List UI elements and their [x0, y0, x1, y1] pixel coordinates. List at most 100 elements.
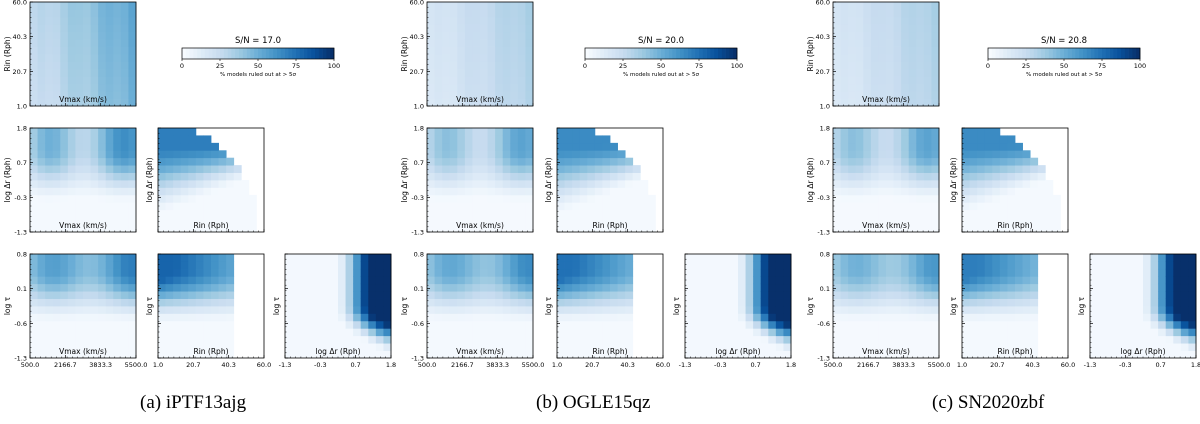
heatmap-cell	[1135, 276, 1144, 285]
heatmap-cell	[878, 150, 887, 159]
heatmap-cell	[783, 283, 792, 292]
heatmap-cell	[931, 24, 940, 33]
heatmap-cell	[625, 335, 634, 344]
heatmap-cell	[434, 313, 443, 322]
heatmap-cell	[464, 142, 473, 151]
heatmap-cell	[878, 306, 887, 314]
heatmap-cell	[999, 335, 1008, 344]
heatmap-cell	[517, 187, 526, 196]
heatmap-cell	[248, 224, 257, 233]
heatmap-cell	[158, 254, 166, 262]
heatmap-cell	[292, 328, 301, 337]
heatmap-cell	[195, 335, 204, 344]
heatmap-cell	[128, 54, 137, 62]
heatmap-cell	[870, 98, 879, 107]
heatmap-cell	[1045, 180, 1054, 188]
heatmap-cell	[1090, 306, 1098, 314]
heatmap-cell	[128, 180, 137, 188]
heatmap-cell	[113, 224, 122, 233]
heatmap-cell	[962, 335, 970, 344]
heatmap-cell	[37, 98, 46, 107]
heatmap-cell	[90, 135, 99, 144]
heatmap-cell	[878, 187, 887, 196]
heatmap-cell	[188, 209, 197, 218]
heatmap-cell	[610, 320, 618, 329]
heatmap-cell	[1015, 194, 1023, 203]
heatmap-cell	[375, 283, 384, 292]
heatmap-cell	[90, 291, 99, 299]
heatmap-cell	[442, 165, 451, 173]
heatmap-cell	[916, 54, 925, 62]
heatmap-cell	[1022, 165, 1031, 173]
colorbar-segment	[1071, 48, 1076, 59]
heatmap-cell	[98, 276, 107, 285]
heatmap-cell	[1007, 254, 1016, 262]
heatmap-cell	[345, 343, 354, 351]
heatmap-cell	[707, 261, 716, 270]
heatmap-cell	[1173, 306, 1182, 314]
heatmap-cell	[30, 150, 38, 159]
heatmap-cell	[999, 268, 1008, 277]
heatmap-cell	[833, 209, 841, 218]
heatmap-cell	[502, 142, 511, 151]
heatmap-cell	[233, 165, 242, 173]
heatmap-cell	[67, 157, 76, 166]
heatmap-cell	[833, 276, 841, 285]
heatmap-cell	[113, 298, 122, 307]
heatmap-cell	[52, 224, 61, 233]
heatmap-cell	[52, 313, 61, 322]
heatmap-cell	[226, 180, 235, 188]
heatmap-cell	[916, 283, 925, 292]
heatmap-cell	[98, 261, 107, 270]
heatmap-cell	[226, 165, 235, 173]
heatmap-cell	[442, 150, 451, 159]
heatmap-cell	[878, 98, 887, 107]
heatmap-cell	[120, 76, 129, 85]
heatmap-cell	[434, 261, 443, 270]
heatmap-cell	[510, 54, 519, 62]
heatmap-cell	[83, 209, 91, 218]
heatmap-cell	[434, 209, 443, 218]
heatmap-cell	[1090, 276, 1098, 285]
heatmap-cell	[464, 9, 473, 18]
heatmap-cell	[173, 313, 182, 322]
heatmap-cell	[1045, 209, 1054, 218]
colorbar-segment	[326, 48, 331, 59]
colorbar-segment	[1022, 48, 1027, 59]
heatmap-cell	[617, 224, 626, 233]
heatmap-cell	[908, 24, 917, 33]
heatmap-cell	[480, 150, 488, 159]
y-tick-label: -0.3	[14, 194, 27, 202]
heatmap-cell	[180, 335, 189, 344]
heatmap-cell	[75, 313, 84, 322]
heatmap-cell	[226, 283, 235, 292]
heatmap-cell	[893, 98, 902, 107]
heatmap-cell	[525, 68, 534, 77]
heatmap-cell	[916, 224, 925, 233]
colorbar: S/N = 20.80 25 50 75 100% models ruled out a…	[986, 36, 1146, 78]
heatmap-cell	[427, 328, 435, 337]
heatmap-cell	[83, 165, 91, 173]
heatmap-cell	[870, 61, 879, 70]
heatmap-cell	[292, 276, 301, 285]
heatmap-cell	[315, 320, 324, 329]
heatmap-cell	[60, 276, 69, 285]
heatmap-cell	[745, 298, 754, 307]
heatmap-cell	[1022, 298, 1031, 307]
heatmap-cell	[83, 261, 91, 270]
heatmap-cell	[1135, 350, 1144, 359]
colorbar-segment	[231, 48, 236, 59]
heatmap-cell	[886, 343, 894, 351]
heatmap-cell	[886, 291, 894, 299]
heatmap-cell	[863, 313, 872, 322]
heatmap-cell	[977, 313, 986, 322]
heatmap-cell	[840, 9, 849, 18]
heatmap-cell	[495, 172, 504, 181]
y-tick-label: 40.3	[13, 33, 27, 41]
heatmap-cell	[472, 261, 481, 270]
heatmap-cell	[587, 343, 596, 351]
heatmap-cell	[495, 98, 504, 107]
heatmap-cell	[128, 128, 137, 136]
heatmap-cell	[218, 165, 227, 173]
heatmap-cell	[870, 91, 879, 99]
